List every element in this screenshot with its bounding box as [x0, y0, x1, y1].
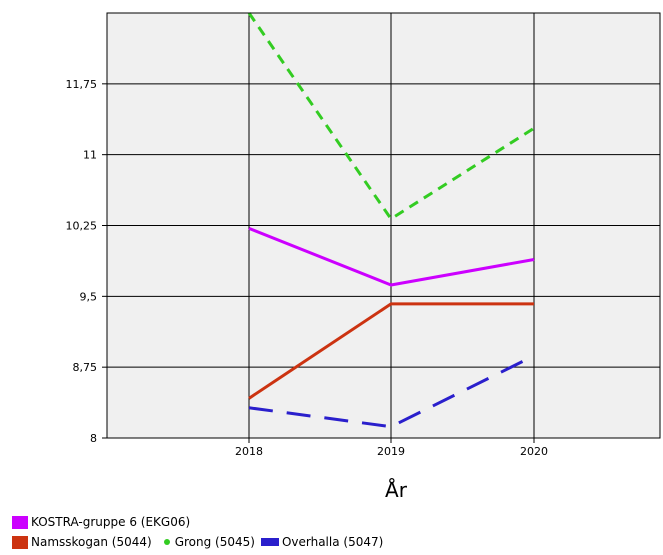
legend-row-1: KOSTRA-gruppe 6 (EKG06)	[12, 512, 389, 532]
legend: KOSTRA-gruppe 6 (EKG06) Namsskogan (5044…	[12, 512, 389, 552]
x-tick-label: 2019	[377, 445, 405, 458]
y-tick-label: 10,25	[66, 220, 98, 233]
legend-row-2: Namsskogan (5044) Grong (5045) Overhalla…	[12, 532, 389, 552]
legend-label-kostra: KOSTRA-gruppe 6 (EKG06)	[31, 515, 191, 529]
legend-label-namsskogan: Namsskogan (5044)	[31, 535, 152, 549]
legend-swatch-kostra	[12, 515, 28, 529]
x-axis-label: År	[385, 478, 408, 502]
line-chart: 8 8,75 9,5 10,25 11 11,75 2018 2019 2020 År	[66, 12, 661, 502]
y-tick-label: 9,5	[80, 290, 98, 303]
plot-border	[106, 12, 661, 439]
series-line-namsskogan	[248, 302, 534, 400]
series-line-grong	[247, 12, 535, 221]
legend-item-kostra: KOSTRA-gruppe 6 (EKG06)	[12, 512, 190, 532]
legend-swatch-namsskogan	[12, 535, 28, 549]
x-tick-label: 2020	[520, 445, 548, 458]
x-axis-ticks: 2018 2019 2020	[235, 438, 548, 458]
series-lines	[247, 12, 535, 429]
x-tick-label: 2018	[235, 445, 263, 458]
legend-label-overhalla: Overhalla (5047)	[281, 535, 384, 549]
legend-label-grong: Grong (5045)	[174, 535, 255, 549]
y-tick-label: 8	[90, 432, 97, 445]
y-tick-label: 11	[83, 149, 97, 162]
legend-item-namsskogan: Namsskogan (5044)	[12, 532, 152, 552]
legend-swatch-grong	[163, 539, 170, 545]
y-tick-label: 11,75	[66, 78, 98, 91]
series-line-overhalla	[248, 354, 535, 429]
y-tick-label: 8,75	[73, 361, 98, 374]
series-line-kostra	[248, 226, 535, 287]
legend-swatch-overhalla	[260, 538, 279, 546]
y-axis-ticks: 8 8,75 9,5 10,25 11 11,75	[66, 78, 107, 445]
legend-item-grong: Grong (5045)	[158, 532, 255, 552]
legend-item-overhalla: Overhalla (5047)	[260, 532, 384, 552]
